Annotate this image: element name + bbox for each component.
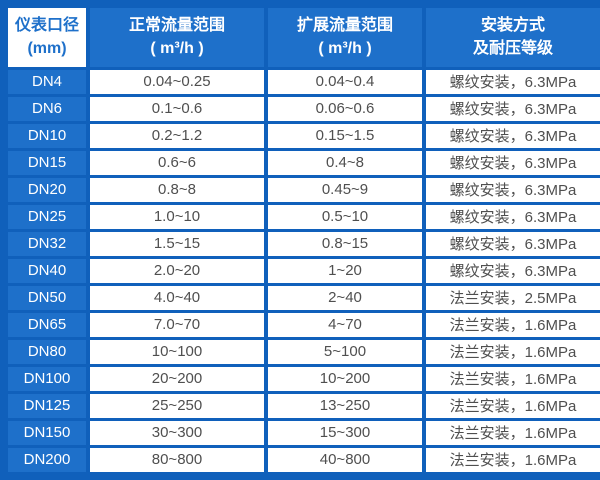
cell-diameter: DN25 — [2, 201, 90, 232]
header-normal-flow-range: 正常流量范围 ( m³/h ) — [86, 2, 268, 70]
cell-extended-range: 0.15~1.5 — [264, 120, 426, 151]
cell-installation: 法兰安装，1.6MPa — [422, 309, 600, 340]
header-installation-pressure-line1: 安装方式 — [480, 17, 545, 35]
table-row: DN32 1.5~15 0.8~15 螺纹安装，6.3MPa — [2, 228, 600, 259]
cell-diameter: DN40 — [2, 255, 90, 286]
cell-diameter: DN4 — [2, 66, 90, 97]
table-row: DN40 2.0~20 1~20 螺纹安装，6.3MPa — [2, 255, 600, 286]
cell-extended-range: 0.45~9 — [264, 174, 426, 205]
cell-diameter: DN32 — [2, 228, 90, 259]
table-row: DN25 1.0~10 0.5~10 螺纹安装，6.3MPa — [2, 201, 600, 232]
table-row: DN150 30~300 15~300 法兰安装，1.6MPa — [2, 417, 600, 448]
cell-normal-range: 30~300 — [86, 417, 268, 448]
cell-normal-range: 1.0~10 — [86, 201, 268, 232]
table-row: DN4 0.04~0.25 0.04~0.4 螺纹安装，6.3MPa — [2, 66, 600, 97]
table-row: DN100 20~200 10~200 法兰安装，1.6MPa — [2, 363, 600, 394]
cell-diameter: DN80 — [2, 336, 90, 367]
cell-diameter: DN15 — [2, 147, 90, 178]
cell-diameter: DN150 — [2, 417, 90, 448]
table-row: DN80 10~100 5~100 法兰安装，1.6MPa — [2, 336, 600, 367]
header-row: 仪表口径 (mm) 正常流量范围 ( m³/h ) 扩展流量范围 ( m³/h … — [2, 2, 600, 70]
cell-normal-range: 0.6~6 — [86, 147, 268, 178]
cell-installation: 螺纹安装，6.3MPa — [422, 201, 600, 232]
cell-normal-range: 25~250 — [86, 390, 268, 421]
table-row: DN10 0.2~1.2 0.15~1.5 螺纹安装，6.3MPa — [2, 120, 600, 151]
cell-extended-range: 0.5~10 — [264, 201, 426, 232]
cell-installation: 螺纹安装，6.3MPa — [422, 120, 600, 151]
cell-normal-range: 0.1~0.6 — [86, 93, 268, 124]
cell-extended-range: 15~300 — [264, 417, 426, 448]
cell-normal-range: 0.8~8 — [86, 174, 268, 205]
header-meter-diameter-line2: (mm) — [27, 40, 67, 58]
header-extended-flow-range-line2: ( m³/h ) — [318, 40, 372, 58]
cell-installation: 法兰安装，1.6MPa — [422, 390, 600, 421]
header-installation-pressure: 安装方式 及耐压等级 — [422, 2, 600, 70]
cell-diameter: DN65 — [2, 309, 90, 340]
header-meter-diameter-line1: 仪表口径 — [14, 17, 79, 35]
cell-extended-range: 10~200 — [264, 363, 426, 394]
table-row: DN65 7.0~70 4~70 法兰安装，1.6MPa — [2, 309, 600, 340]
cell-installation: 螺纹安装，6.3MPa — [422, 93, 600, 124]
table-body: DN4 0.04~0.25 0.04~0.4 螺纹安装，6.3MPa DN6 0… — [2, 66, 600, 478]
header-extended-flow-range-line1: 扩展流量范围 — [296, 17, 393, 35]
cell-normal-range: 0.04~0.25 — [86, 66, 268, 97]
cell-installation: 螺纹安装，6.3MPa — [422, 228, 600, 259]
cell-installation: 法兰安装，2.5MPa — [422, 282, 600, 313]
cell-installation: 法兰安装，1.6MPa — [422, 444, 600, 478]
header-meter-diameter: 仪表口径 (mm) — [2, 2, 90, 70]
header-extended-flow-range: 扩展流量范围 ( m³/h ) — [264, 2, 426, 70]
table-row: DN20 0.8~8 0.45~9 螺纹安装，6.3MPa — [2, 174, 600, 205]
cell-extended-range: 2~40 — [264, 282, 426, 313]
cell-extended-range: 0.8~15 — [264, 228, 426, 259]
cell-extended-range: 5~100 — [264, 336, 426, 367]
cell-extended-range: 0.06~0.6 — [264, 93, 426, 124]
header-normal-flow-range-line2: ( m³/h ) — [150, 40, 204, 58]
cell-installation: 法兰安装，1.6MPa — [422, 336, 600, 367]
cell-installation: 法兰安装，1.6MPa — [422, 363, 600, 394]
cell-diameter: DN50 — [2, 282, 90, 313]
table-row: DN6 0.1~0.6 0.06~0.6 螺纹安装，6.3MPa — [2, 93, 600, 124]
cell-extended-range: 1~20 — [264, 255, 426, 286]
cell-installation: 螺纹安装，6.3MPa — [422, 255, 600, 286]
cell-diameter: DN100 — [2, 363, 90, 394]
cell-extended-range: 40~800 — [264, 444, 426, 478]
cell-extended-range: 0.04~0.4 — [264, 66, 426, 97]
cell-extended-range: 4~70 — [264, 309, 426, 340]
cell-diameter: DN20 — [2, 174, 90, 205]
cell-installation: 螺纹安装，6.3MPa — [422, 147, 600, 178]
cell-normal-range: 2.0~20 — [86, 255, 268, 286]
table-row: DN50 4.0~40 2~40 法兰安装，2.5MPa — [2, 282, 600, 313]
cell-normal-range: 80~800 — [86, 444, 268, 478]
header-installation-pressure-line2: 及耐压等级 — [472, 40, 553, 58]
cell-diameter: DN10 — [2, 120, 90, 151]
table-header: 仪表口径 (mm) 正常流量范围 ( m³/h ) 扩展流量范围 ( m³/h … — [2, 2, 600, 70]
cell-extended-range: 0.4~8 — [264, 147, 426, 178]
cell-normal-range: 7.0~70 — [86, 309, 268, 340]
header-normal-flow-range-line1: 正常流量范围 — [128, 17, 225, 35]
table-row: DN200 80~800 40~800 法兰安装，1.6MPa — [2, 444, 600, 478]
cell-diameter: DN6 — [2, 93, 90, 124]
cell-diameter: DN125 — [2, 390, 90, 421]
cell-normal-range: 4.0~40 — [86, 282, 268, 313]
cell-diameter: DN200 — [2, 444, 90, 478]
cell-normal-range: 10~100 — [86, 336, 268, 367]
cell-normal-range: 0.2~1.2 — [86, 120, 268, 151]
table-row: DN15 0.6~6 0.4~8 螺纹安装，6.3MPa — [2, 147, 600, 178]
table-row: DN125 25~250 13~250 法兰安装，1.6MPa — [2, 390, 600, 421]
cell-installation: 螺纹安装，6.3MPa — [422, 174, 600, 205]
cell-normal-range: 20~200 — [86, 363, 268, 394]
cell-normal-range: 1.5~15 — [86, 228, 268, 259]
cell-extended-range: 13~250 — [264, 390, 426, 421]
cell-installation: 螺纹安装，6.3MPa — [422, 66, 600, 97]
cell-installation: 法兰安装，1.6MPa — [422, 417, 600, 448]
